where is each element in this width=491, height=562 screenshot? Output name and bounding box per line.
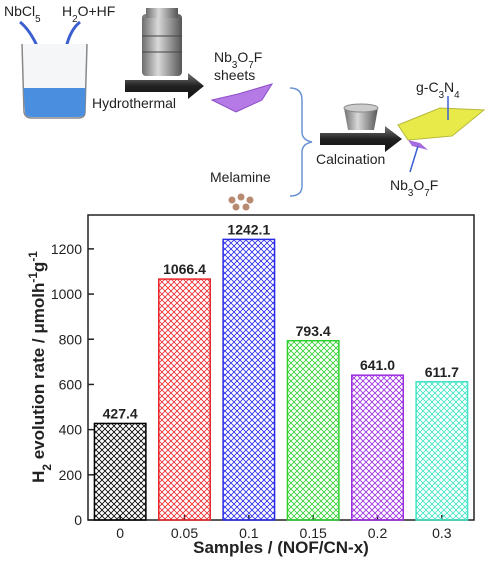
text-part: H xyxy=(62,3,72,19)
composite-sheet xyxy=(397,107,486,141)
text-part: g-C xyxy=(416,79,439,95)
text-part: -1 xyxy=(26,251,40,262)
bar xyxy=(222,238,276,521)
y-tick-label: 400 xyxy=(59,422,83,438)
x-tick-label: 0.3 xyxy=(432,525,452,541)
process-arrow xyxy=(125,73,204,99)
bracket xyxy=(289,87,313,197)
melamine-bead xyxy=(237,193,245,201)
text-part: Calcination xyxy=(316,151,385,167)
text-part: O+HF xyxy=(78,3,116,19)
label: Melamine xyxy=(210,169,271,185)
label: sheets xyxy=(214,67,255,83)
text-part: 3 xyxy=(439,90,445,101)
composite-sheet-under xyxy=(408,140,428,150)
x-axis-label: Samples / (NOF/CN-x) xyxy=(193,538,369,557)
text-part: 3 xyxy=(232,60,238,71)
value-label: 1242.1 xyxy=(227,221,270,237)
y-axis-label: H2 evolution rate / μmolh-1g-1 xyxy=(26,251,54,483)
text-part: evolution rate / μmolh xyxy=(29,283,48,464)
melamine-bead xyxy=(242,203,250,211)
pointer xyxy=(409,145,419,173)
text-part: F xyxy=(254,49,263,65)
nb3o7f-sheet xyxy=(210,83,274,113)
melamine-bead xyxy=(228,196,236,204)
x-tick-label: 0.1 xyxy=(239,525,259,541)
y-tick-label: 200 xyxy=(59,467,83,483)
melamine-bead xyxy=(246,196,254,204)
value-label: 611.7 xyxy=(425,364,459,380)
text-part: sheets xyxy=(214,67,255,83)
text-part: g xyxy=(29,262,48,272)
text-part: F xyxy=(430,177,439,193)
y-tick-label: 1200 xyxy=(51,241,82,257)
label: NbCl5 xyxy=(4,3,41,25)
label: Calcination xyxy=(316,151,385,167)
crucible xyxy=(344,108,378,130)
value-label: 641.0 xyxy=(360,357,395,373)
text-part: 3 xyxy=(408,188,414,199)
label: Hydrothermal xyxy=(92,95,176,111)
value-label: 793.4 xyxy=(296,323,331,339)
melamine-bead xyxy=(232,203,240,211)
y-tick-label: 0 xyxy=(74,512,82,528)
text-part: 2 xyxy=(72,14,77,25)
text-part: 7 xyxy=(248,60,253,71)
bar xyxy=(415,381,469,521)
text-part: NbCl xyxy=(4,3,35,19)
process-arrow xyxy=(320,126,402,152)
autoclave xyxy=(142,14,182,76)
y-tick-label: 600 xyxy=(59,376,83,392)
text-part: Hydrothermal xyxy=(92,95,176,111)
y-tick-label: 800 xyxy=(59,331,83,347)
text-part: 2 xyxy=(40,464,54,471)
bar xyxy=(351,374,404,521)
text-part: Nb xyxy=(214,49,232,65)
bar xyxy=(93,422,147,521)
label: Nb3O7F xyxy=(390,177,438,199)
label: Nb3O7F xyxy=(214,49,262,71)
plot-frame xyxy=(87,214,475,521)
y-tick-label: 1000 xyxy=(51,286,82,302)
label: H2O+HF xyxy=(62,3,115,25)
x-tick-label: 0.2 xyxy=(368,525,388,541)
x-tick-label: 0 xyxy=(116,525,124,541)
text-part: O xyxy=(413,177,424,193)
schematic: NbCl5 H2O+HF Hydrothermal Nb3O7F sheets … xyxy=(4,3,486,211)
text-part: -1 xyxy=(26,272,40,283)
text-part: Nb xyxy=(390,177,408,193)
text-part: 4 xyxy=(454,90,460,101)
crucible-rim xyxy=(343,103,379,113)
label: g-C3N4 xyxy=(416,79,460,101)
x-tick-label: 0.15 xyxy=(300,525,327,541)
text-part: H xyxy=(29,471,48,483)
solution xyxy=(23,88,86,117)
text-part: 7 xyxy=(424,188,429,199)
text-part: 5 xyxy=(35,14,41,25)
text-part: N xyxy=(444,79,454,95)
text-part: Melamine xyxy=(210,169,271,185)
autoclave-lid xyxy=(146,8,178,18)
value-label: 427.4 xyxy=(103,405,138,421)
bar xyxy=(158,278,211,521)
text-part: O xyxy=(237,49,248,65)
bar xyxy=(286,340,340,521)
x-tick-label: 0.05 xyxy=(171,525,198,541)
value-label: 1066.4 xyxy=(163,261,206,277)
